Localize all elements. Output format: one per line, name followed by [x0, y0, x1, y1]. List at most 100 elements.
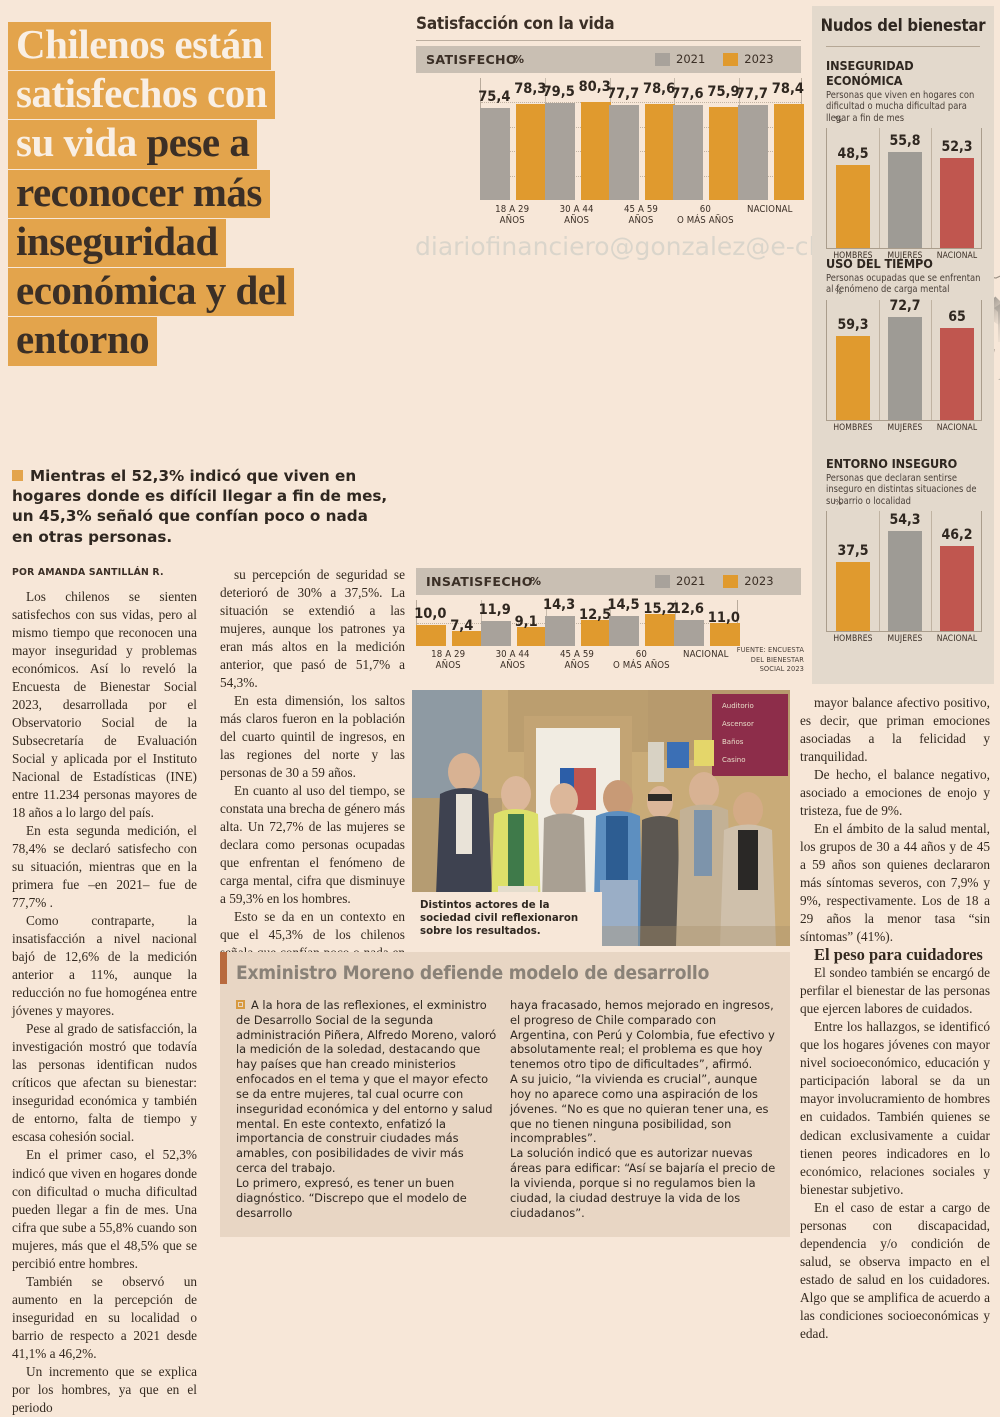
sidebar-chart-bar-NACIONAL — [940, 545, 974, 631]
box-paragraph-text: A la hora de las reflexiones, el exminis… — [236, 998, 497, 1176]
sidebar-chart-separator — [879, 510, 880, 631]
sidebar-title: Nudos del bienestar — [820, 16, 986, 35]
photo-caption: Distintos actores de la sociedad civil r… — [412, 891, 602, 946]
sidebar-chart-value: 52,3 — [941, 139, 973, 156]
headline-line-3-dark: pese a — [146, 119, 250, 166]
box-bullet-icon — [236, 1000, 245, 1009]
sidebar-chart-bar-HOMBRES — [836, 335, 870, 420]
headline-line-3-white: su vida — [16, 119, 147, 166]
sidebar-chart-value: 48,5 — [837, 145, 869, 162]
box-paragraph: A su juicio, “la vivienda es crucial”, a… — [510, 1072, 769, 1146]
chart-bar-2021-0 — [480, 108, 511, 200]
chart-bar-value: 7,4 — [450, 617, 474, 634]
sidebar-chart-separator — [879, 127, 880, 248]
sidebar-block-pct-symbol: % — [835, 286, 842, 296]
sidebar-chart-bar-HOMBRES — [836, 164, 870, 248]
headline-line-4: reconocer más — [8, 169, 270, 218]
headline-line-6: económica y del — [8, 268, 295, 317]
chart-bar-2021-4 — [737, 105, 768, 200]
body-paragraph: El sondeo también se encargó de perfilar… — [800, 965, 990, 1017]
sidebar-chart-bar-NACIONAL — [940, 327, 974, 420]
box-paragraph: Lo primero, expresó, es tener un buen di… — [236, 1175, 467, 1220]
page-headline: Chilenos están satisfechos con su vida p… — [8, 22, 408, 367]
chart-bar-2021-4 — [673, 619, 704, 646]
body-paragraph: En el primer caso, el 52,3% indicó que v… — [12, 1147, 197, 1271]
chart-satisfecho-plot: 75,4 78,3 79,5 80,3 77,7 78,6 77,6 75,9 77,7 78,4 — [478, 78, 804, 200]
sidebar-chart-bar-NACIONAL — [940, 158, 974, 248]
chart-x-label: NACIONAL — [683, 649, 729, 660]
box-paragraph: La solución indicó que es autorizar nuev… — [510, 1146, 776, 1220]
chart-bar-2021-3 — [673, 105, 704, 200]
svg-text:Auditorio: Auditorio — [722, 702, 754, 710]
box-title: Exministro Moreno defiende modelo de des… — [236, 962, 710, 984]
legend-label-2023: 2023 — [744, 52, 774, 66]
chart-x-label: 18 A 29 AÑOS — [431, 649, 466, 671]
headline-line-7: entorno — [8, 317, 158, 366]
chart-bar-value: 80,3 — [578, 79, 611, 96]
body-paragraph: En esta dimensión, los saltos más claros… — [220, 693, 405, 781]
sidebar-block-heading: ENTORNO INSEGURO — [826, 456, 958, 471]
chart-bar-value: 11,9 — [478, 602, 511, 619]
sidebar-chart: 59,3 HOMBRES 72,7 MUJERES 65 NACIONAL — [826, 298, 982, 433]
sidebar-chart-bar-MUJERES — [888, 152, 922, 248]
sidebar-chart-bar-MUJERES — [888, 317, 922, 420]
lead-paragraph: Mientras el 52,3% indicó que viven en ho… — [12, 466, 394, 547]
chart-bar-value: 9,1 — [514, 613, 538, 630]
sidebar-block-subtitle: Personas que viven en hogares con dificu… — [826, 90, 975, 124]
sidebar-chart-x-label: MUJERES — [887, 422, 923, 433]
sidebar-chart-value: 59,3 — [837, 316, 869, 333]
sidebar-box-exministro: Exministro Moreno defiende modelo de des… — [220, 952, 790, 1237]
chart-x-label: 45 A 59 AÑOS — [559, 649, 595, 671]
sidebar-chart-x-label: HOMBRES — [833, 422, 873, 433]
chart-bar-value: 77,7 — [735, 86, 768, 103]
svg-text:Baños: Baños — [722, 738, 744, 746]
sidebar-chart-x-label: HOMBRES — [833, 250, 873, 261]
insatisfecho-band-label: INSATISFECHO — [426, 574, 533, 589]
chart-bar-value: 79,5 — [542, 84, 575, 100]
body-paragraph: Como contraparte, la insatisfacción a ni… — [12, 913, 197, 1019]
sidebar-block-subtitle: Personas que declaran sentirse inseguro … — [826, 473, 977, 507]
box-paragraph: haya fracasado, hemos mejorado en ingres… — [510, 998, 775, 1072]
chart-source-note: FUENTE: ENCUESTA DEL BIENESTAR SOCIAL 20… — [736, 645, 804, 674]
chart-bar-2023-2 — [645, 104, 675, 200]
lead-bullet-icon — [12, 470, 23, 481]
sidebar-block-2: USO DEL TIEMPO Personas ocupadas que se e… — [826, 256, 982, 433]
sidebar-chart-value: 72,7 — [889, 298, 921, 315]
chart-bar-value: 78,3 — [514, 81, 547, 98]
lead-text: Mientras el 52,3% indicó que viven en ho… — [12, 467, 388, 546]
chart-bar-2023-3 — [709, 107, 740, 200]
sidebar-chart-value: 55,8 — [889, 133, 921, 150]
chart-x-label: 45 A 59 AÑOS — [623, 204, 659, 226]
body-paragraph: También se observó un aumento en la perc… — [12, 1273, 197, 1361]
sidebar-chart: 37,5 HOMBRES 54,3 MUJERES 46,2 NACIONAL — [826, 510, 982, 644]
chart-bar-value: 14,3 — [543, 597, 576, 614]
box-accent-bar — [220, 952, 227, 984]
body-column-4: mayor balance afectivo positivo, es deci… — [800, 694, 990, 1343]
sidebar-block-subtitle: Personas ocupadas que se enfrentan al fe… — [826, 273, 981, 296]
chart-x-label: 60 O MÁS AÑOS — [613, 649, 670, 671]
sidebar-chart: 48,5 HOMBRES 55,8 MUJERES 52,3 NACIONAL — [826, 127, 982, 261]
satisfecho-pct-symbol: % — [513, 53, 525, 66]
svg-text:Ascensor: Ascensor — [722, 720, 754, 728]
legend-label-2021: 2021 — [676, 52, 706, 66]
body-paragraph: En el ámbito de la salud mental, los gru… — [800, 821, 990, 945]
chart-bar-2021-0 — [416, 625, 447, 646]
sidebar-block-pct-symbol: % — [835, 114, 842, 124]
legend-swatch-2023 — [723, 52, 739, 66]
sidebar-block-pct-symbol: % — [835, 497, 842, 507]
article-photo: Auditorio Ascensor Baños Casino — [412, 690, 790, 946]
sidebar-chart-value: 54,3 — [889, 511, 921, 528]
headline-line-3: su vida pese a — [8, 119, 258, 169]
chart-bar-value: 78,6 — [643, 81, 676, 98]
chart-bar-2023-1 — [516, 626, 547, 646]
box-paragraph: A la hora de las reflexiones, el exminis… — [236, 998, 498, 1176]
sidebar-chart-separator — [879, 299, 880, 420]
chart-bar-2023-0 — [452, 630, 483, 646]
chart-bar-value: 77,6 — [671, 86, 704, 103]
center-infographic: Satisfacción con la vida SATISFECHO % 20… — [410, 0, 1000, 688]
chart-bar-value: 11,0 — [707, 610, 740, 626]
sidebar-block-heading: USO DEL TIEMPO — [826, 256, 933, 271]
chart-bar-value: 75,9 — [707, 84, 740, 101]
chart-bar-2021-3 — [609, 615, 640, 646]
body-paragraph: En el caso de estar a cargo de personas … — [800, 1199, 990, 1341]
